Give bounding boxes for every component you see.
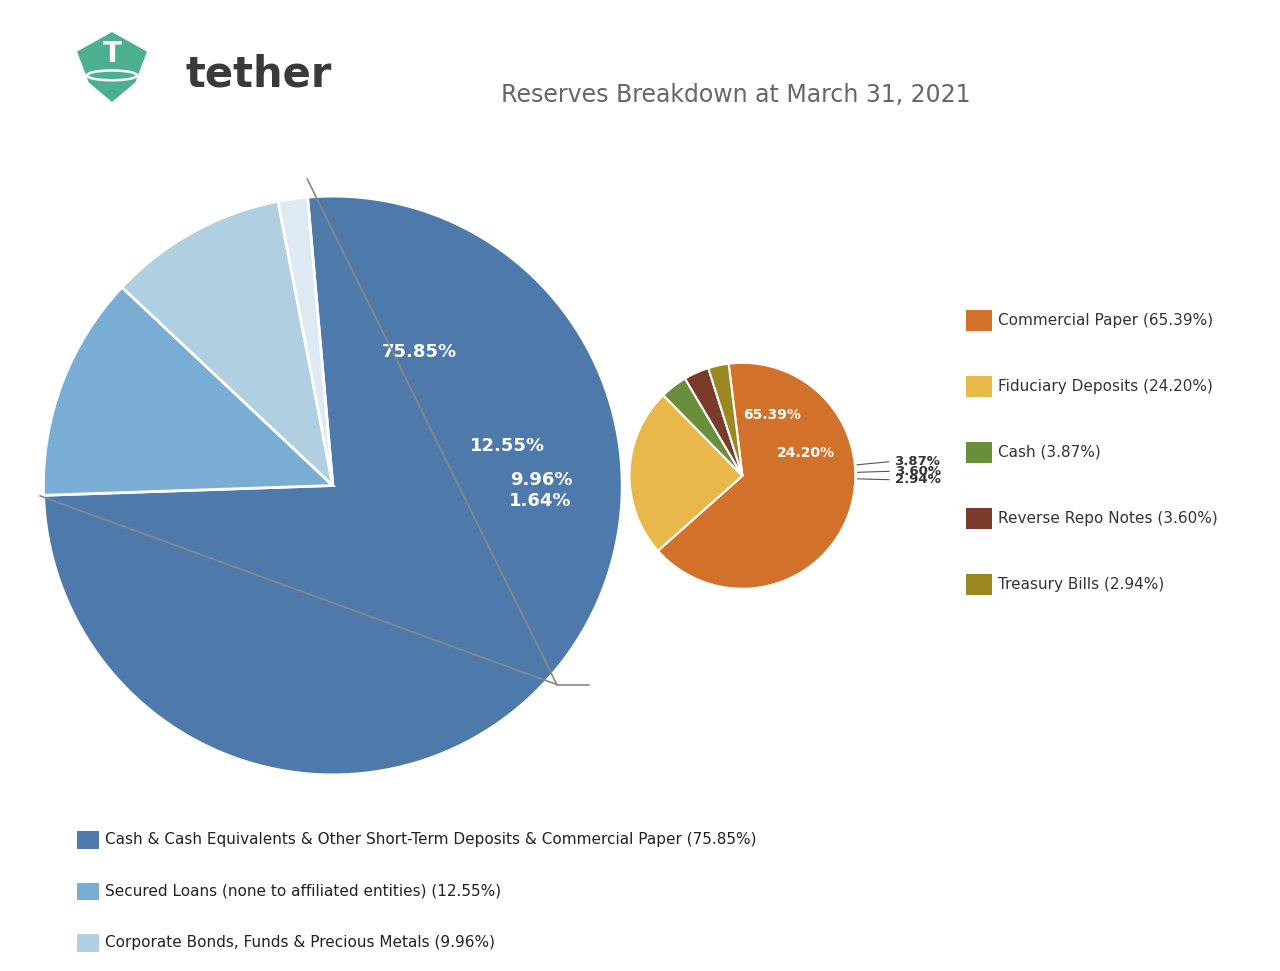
Text: Corporate Bonds, Funds & Precious Metals (9.96%): Corporate Bonds, Funds & Precious Metals… [105, 935, 495, 951]
Text: T: T [102, 41, 122, 68]
Text: Reverse Repo Notes (3.60%): Reverse Repo Notes (3.60%) [998, 511, 1219, 526]
Text: 65.39%: 65.39% [742, 408, 801, 421]
Text: Fiduciary Deposits (24.20%): Fiduciary Deposits (24.20%) [998, 379, 1213, 394]
Text: 12.55%: 12.55% [470, 437, 545, 454]
Text: 9.96%: 9.96% [509, 471, 572, 488]
Text: Commercial Paper (65.39%): Commercial Paper (65.39%) [998, 313, 1213, 328]
Text: 3.87%: 3.87% [895, 455, 940, 468]
Wedge shape [630, 395, 742, 551]
Text: Treasury Bills (2.94%): Treasury Bills (2.94%) [998, 577, 1165, 592]
Wedge shape [44, 196, 622, 775]
Text: Reserves Breakdown at March 31, 2021: Reserves Breakdown at March 31, 2021 [502, 83, 970, 107]
Polygon shape [77, 32, 147, 102]
Text: 1.64%: 1.64% [509, 491, 572, 510]
Wedge shape [708, 364, 742, 476]
Wedge shape [658, 363, 855, 588]
Text: Cash & Cash Equivalents & Other Short-Term Deposits & Commercial Paper (75.85%): Cash & Cash Equivalents & Other Short-Te… [105, 832, 756, 848]
Wedge shape [44, 287, 333, 495]
Wedge shape [278, 197, 333, 486]
Text: 3.60%: 3.60% [895, 465, 941, 478]
Text: 75.85%: 75.85% [381, 343, 457, 361]
Text: tether: tether [186, 53, 332, 95]
Wedge shape [122, 201, 333, 486]
Text: Cash (3.87%): Cash (3.87%) [998, 445, 1101, 460]
Wedge shape [663, 379, 742, 476]
Text: 2.94%: 2.94% [895, 473, 941, 486]
Text: 24.20%: 24.20% [777, 446, 836, 460]
Wedge shape [685, 368, 742, 476]
Text: Secured Loans (none to affiliated entities) (12.55%): Secured Loans (none to affiliated entiti… [105, 884, 500, 899]
